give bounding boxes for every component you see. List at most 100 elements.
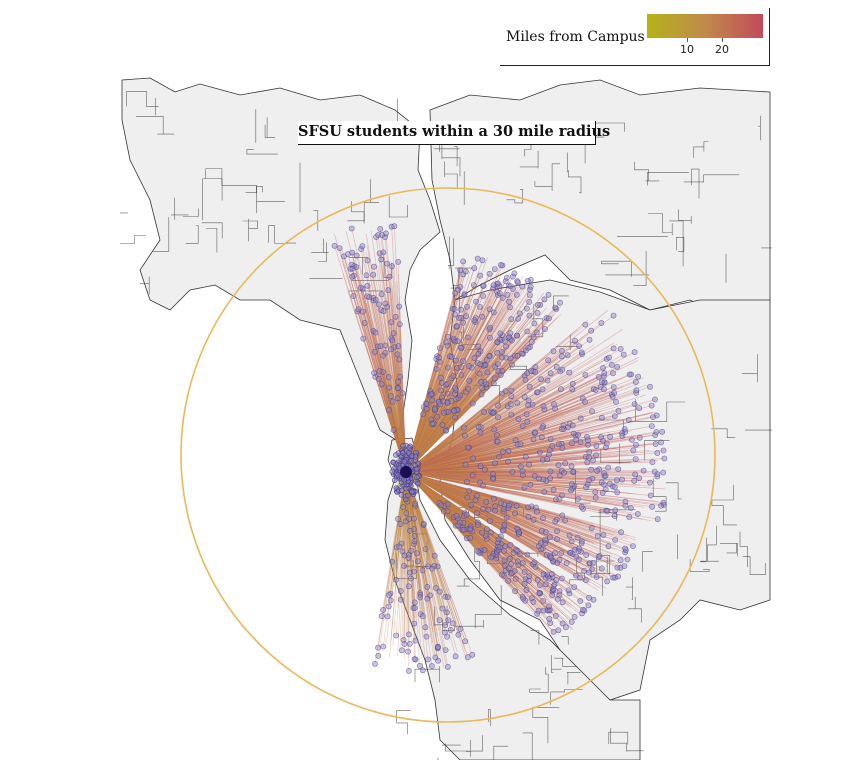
student-point bbox=[528, 339, 535, 345]
student-line bbox=[405, 342, 531, 473]
tract-boundary bbox=[268, 225, 297, 244]
student-line bbox=[405, 261, 464, 473]
student-point bbox=[512, 576, 519, 582]
student-line bbox=[405, 471, 555, 585]
student-point bbox=[474, 510, 481, 517]
tract-boundary bbox=[711, 428, 736, 438]
student-line bbox=[405, 471, 520, 533]
student-line bbox=[405, 471, 638, 515]
student-point bbox=[494, 288, 500, 295]
student-line bbox=[405, 471, 504, 512]
student-line bbox=[405, 374, 630, 473]
student-line bbox=[342, 273, 407, 473]
student-point bbox=[507, 330, 514, 337]
student-point bbox=[405, 631, 412, 638]
student-line bbox=[405, 335, 518, 473]
student-line bbox=[405, 471, 514, 554]
student-line bbox=[405, 390, 506, 473]
student-line bbox=[405, 439, 588, 473]
student-line bbox=[405, 386, 651, 473]
student-point bbox=[401, 563, 407, 569]
student-line bbox=[405, 471, 563, 516]
student-line bbox=[405, 419, 588, 473]
student-line bbox=[405, 431, 626, 473]
student-line bbox=[405, 471, 557, 520]
student-line bbox=[405, 471, 594, 537]
student-line bbox=[405, 271, 480, 473]
student-line bbox=[405, 471, 503, 531]
student-point bbox=[411, 656, 418, 662]
student-line bbox=[356, 255, 407, 473]
student-line bbox=[405, 332, 511, 473]
student-line bbox=[405, 434, 656, 473]
student-line bbox=[361, 332, 407, 473]
student-line bbox=[405, 471, 558, 540]
student-line bbox=[405, 444, 637, 473]
student-line bbox=[405, 471, 555, 545]
student-point bbox=[575, 548, 582, 554]
student-point bbox=[521, 393, 528, 400]
student-line bbox=[405, 466, 521, 473]
student-line bbox=[341, 247, 407, 473]
student-point bbox=[549, 592, 556, 599]
student-line bbox=[405, 322, 458, 473]
student-point bbox=[499, 448, 506, 455]
student-point bbox=[629, 436, 635, 443]
student-point bbox=[584, 433, 590, 440]
student-line bbox=[405, 471, 536, 508]
student-line bbox=[405, 471, 626, 507]
student-line bbox=[405, 471, 550, 620]
student-line bbox=[405, 471, 504, 570]
student-line bbox=[405, 471, 567, 628]
student-point bbox=[509, 469, 516, 475]
student-point bbox=[452, 414, 458, 421]
student-line bbox=[405, 471, 601, 503]
student-line bbox=[405, 471, 499, 483]
student-line bbox=[405, 471, 541, 594]
student-line bbox=[386, 263, 407, 473]
student-point bbox=[556, 588, 563, 594]
student-line bbox=[405, 447, 563, 473]
student-point bbox=[375, 652, 382, 659]
student-line bbox=[405, 471, 515, 546]
student-point bbox=[386, 384, 392, 391]
student-point bbox=[505, 458, 511, 465]
student-line bbox=[405, 471, 583, 542]
student-line bbox=[405, 471, 440, 656]
tract-boundary bbox=[487, 548, 513, 564]
student-line bbox=[405, 471, 548, 575]
student-line bbox=[405, 416, 513, 473]
student-line bbox=[405, 344, 595, 473]
student-line bbox=[405, 293, 506, 473]
student-line bbox=[405, 309, 609, 473]
student-line bbox=[405, 389, 637, 473]
student-line bbox=[405, 442, 606, 473]
student-line bbox=[405, 397, 513, 473]
tract-boundary bbox=[758, 115, 761, 141]
student-line bbox=[405, 366, 497, 473]
tract-boundary bbox=[519, 552, 539, 557]
student-point bbox=[652, 432, 659, 438]
student-line bbox=[405, 415, 657, 473]
student-point bbox=[526, 383, 533, 390]
student-line bbox=[405, 344, 568, 473]
student-line bbox=[405, 377, 496, 473]
student-point bbox=[432, 585, 439, 591]
student-line bbox=[405, 471, 458, 631]
student-line bbox=[405, 451, 503, 473]
student-line bbox=[405, 376, 599, 473]
student-point bbox=[622, 428, 629, 435]
student-line bbox=[394, 226, 407, 473]
student-line bbox=[405, 408, 574, 473]
student-line bbox=[405, 471, 628, 540]
student-line bbox=[405, 294, 549, 473]
student-line bbox=[405, 370, 503, 473]
student-line bbox=[405, 304, 541, 473]
student-line bbox=[360, 287, 407, 473]
student-point bbox=[400, 504, 407, 511]
student-line bbox=[405, 366, 618, 473]
student-line bbox=[405, 471, 617, 481]
student-line bbox=[405, 471, 571, 488]
student-point bbox=[440, 398, 447, 405]
student-line bbox=[405, 471, 552, 588]
